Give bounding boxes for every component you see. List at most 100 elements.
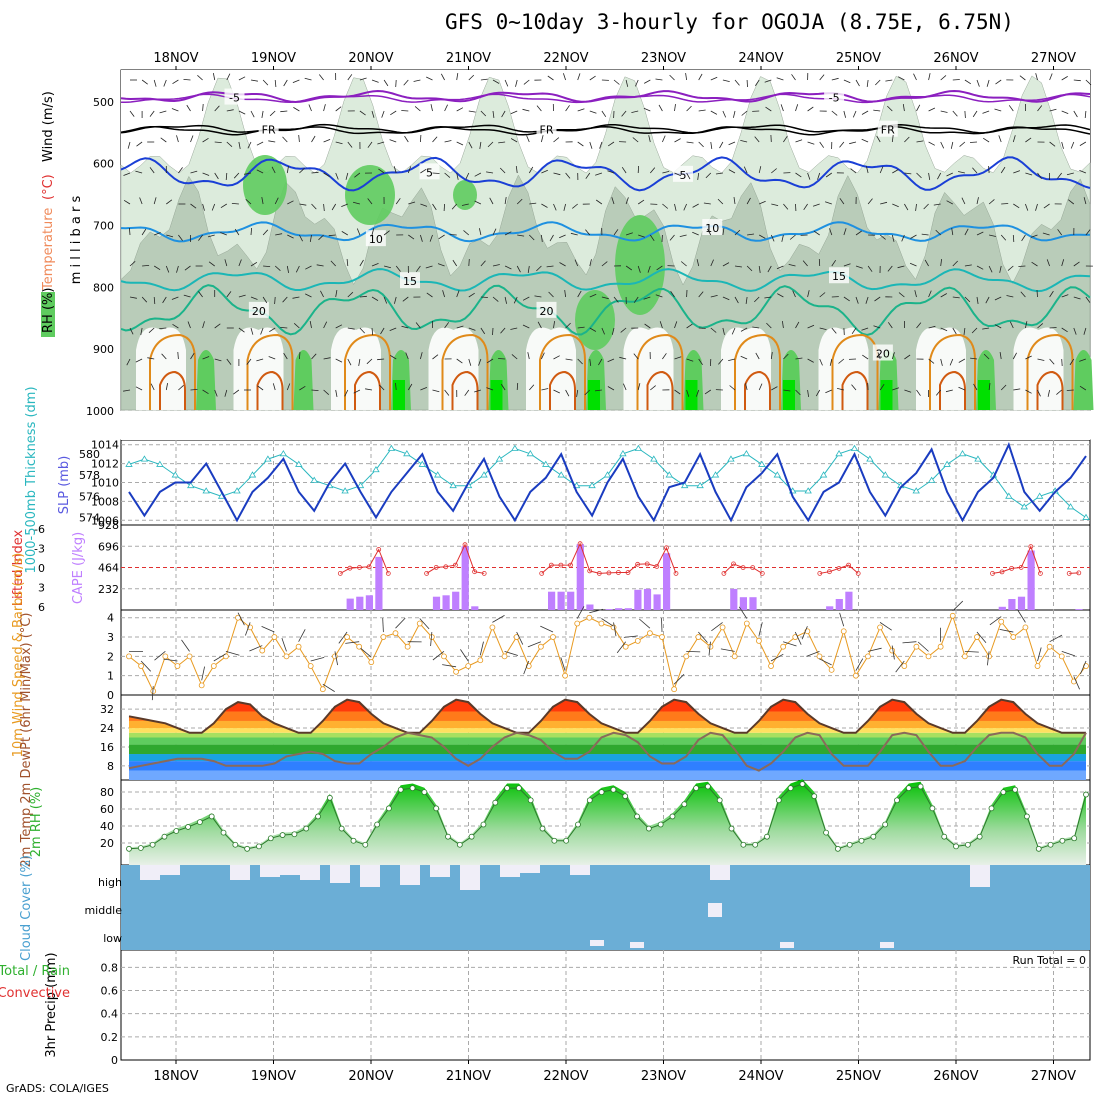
surface-wind-barb — [720, 648, 735, 652]
wind-speed-line — [128, 614, 1087, 693]
wind-barb — [928, 358, 935, 364]
wind-barb — [1043, 203, 1050, 209]
precip-legend-total: Total / Rain — [0, 964, 70, 979]
wind-barb — [1061, 76, 1068, 81]
surface-wind-barb — [917, 641, 929, 652]
wind-barb — [123, 172, 131, 176]
wind-barb — [136, 141, 143, 147]
wind-barb — [159, 327, 167, 329]
wind-barb — [815, 389, 821, 397]
wind-barb — [305, 265, 312, 270]
wind-barb — [1073, 296, 1081, 300]
cape-bar — [452, 591, 460, 610]
wind-speed-line-point — [574, 620, 581, 627]
contour-label: 10 — [369, 233, 383, 246]
surface-wind-barb — [213, 653, 227, 662]
contour-label-bg — [536, 120, 557, 137]
rh-line-point — [787, 785, 794, 791]
wind-barb — [549, 234, 554, 242]
contour-label: 15 — [832, 270, 846, 283]
rh-line-point — [823, 829, 829, 836]
wind-barb — [501, 110, 506, 118]
cape-bar — [615, 608, 623, 610]
wind-barb — [719, 141, 724, 149]
wind-barb — [891, 234, 895, 242]
surface-wind-barb — [382, 618, 384, 633]
cape-bar — [1027, 550, 1035, 610]
wind-barb — [207, 234, 215, 238]
wind-barb — [345, 172, 349, 180]
rh-line-point — [716, 797, 723, 804]
thickness-line-point — [140, 455, 149, 462]
wind-barb — [982, 110, 990, 114]
wind-barb — [440, 73, 445, 81]
surface-wind-barb — [623, 635, 638, 638]
thickness-line-point — [125, 460, 133, 467]
wind-barb — [198, 234, 203, 241]
wind-barb — [565, 172, 571, 179]
wind-barb — [202, 137, 209, 143]
thickness-line-point — [171, 471, 180, 478]
wind-barb — [752, 326, 760, 329]
wind-barb — [541, 234, 543, 242]
wind-barb — [415, 322, 421, 329]
wind-barb — [286, 265, 289, 273]
wind-barb — [287, 234, 294, 239]
wind-barb — [875, 79, 881, 86]
wind-barb — [468, 74, 475, 81]
wind-barb — [371, 327, 374, 336]
rh-line-point — [126, 845, 132, 852]
surface-wind-barb — [989, 616, 1002, 626]
thickness-axis-title: 1000-500mb Thickness (dm) — [24, 386, 39, 573]
wind-barb — [352, 201, 361, 205]
wind-barb — [534, 295, 542, 298]
rh-line-point — [185, 824, 191, 830]
wind-barb — [468, 358, 472, 366]
wind-barb — [359, 110, 366, 116]
wind-barb — [839, 141, 845, 148]
wind-barb — [1013, 203, 1020, 209]
wind-barb — [1000, 384, 1007, 391]
wind-barb — [963, 327, 966, 335]
wind-barb — [563, 73, 566, 81]
thickness-line-point — [588, 481, 596, 489]
wind-barb — [166, 234, 174, 238]
wind-barb — [468, 110, 476, 113]
temp-contour-30 — [1036, 370, 1064, 410]
moist-plume — [293, 350, 314, 410]
cape-bar — [845, 591, 853, 610]
wind-barb — [383, 265, 392, 269]
wind-barb — [1013, 388, 1021, 391]
contour-label: FR — [262, 124, 276, 137]
wind-barb — [263, 265, 271, 267]
rh-tick: 60 — [100, 803, 114, 816]
precip-tick: 0 — [111, 1054, 118, 1067]
rh-line-point — [858, 837, 865, 844]
rh-tick: 80 — [100, 786, 114, 799]
wind-barb — [728, 141, 736, 146]
wind-barb — [238, 294, 246, 298]
wind-barb — [536, 265, 542, 272]
rh-line-point — [149, 841, 156, 848]
surface-wind-barb — [261, 626, 275, 633]
rh-line-point — [917, 783, 924, 790]
pressure-tick-label: 1000 — [86, 405, 114, 418]
wind-barb — [394, 296, 397, 304]
wind-barb — [161, 353, 167, 360]
wind-barb — [764, 296, 772, 299]
wind-barb — [601, 296, 609, 300]
wind-barb — [904, 136, 910, 143]
wind-barb — [843, 296, 850, 302]
contour-label-bg — [536, 301, 557, 318]
wind-barb — [837, 388, 844, 391]
wind-barb — [758, 265, 761, 273]
wind-barb — [214, 389, 218, 397]
surface-wind-barb — [310, 657, 325, 662]
wind-barb — [577, 141, 584, 147]
contour-label-bg — [400, 272, 420, 289]
thickness-line-point — [341, 487, 349, 494]
wind-barb — [976, 231, 984, 236]
wind-barb — [492, 110, 495, 118]
wind-barb — [897, 265, 905, 269]
wind-barb — [1084, 110, 1087, 119]
